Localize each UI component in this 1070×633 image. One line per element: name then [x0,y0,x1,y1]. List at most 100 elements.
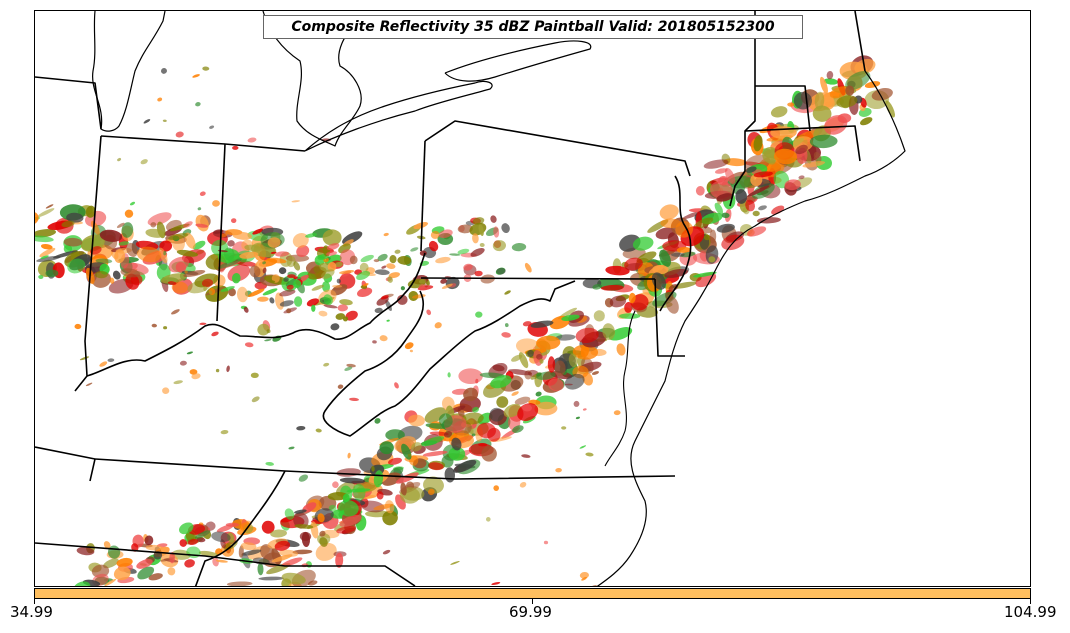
reflectivity-blob [163,250,167,256]
lake-ontario-shore [444,40,592,82]
reflectivity-blob [336,468,361,477]
reflectivity-blob [735,189,748,204]
reflectivity-blob [535,391,542,397]
reflectivity-blob [504,290,511,295]
reflectivity-blob [238,545,244,558]
reflectivity-blob [283,277,289,282]
reflectivity-blob [389,255,397,264]
reflectivity-blob [530,320,554,328]
border-new-york-east [729,11,756,207]
reflectivity-blob [104,578,117,586]
reflectivity-blob [199,191,206,196]
reflectivity-blob [475,378,479,384]
border-ohio-michigan [35,76,102,130]
reflectivity-blob [305,233,318,238]
reflectivity-blob [845,71,871,90]
reflectivity-blob [131,543,139,552]
reflectivity-blob [501,332,511,338]
reflectivity-blob [269,280,276,283]
reflectivity-blob [218,249,240,263]
reflectivity-blob [472,233,479,244]
reflectivity-blob [347,452,351,459]
reflectivity-blob [116,557,133,568]
reflectivity-blob [360,254,374,263]
reflectivity-blob [519,482,527,488]
state-borders [35,11,906,586]
reflectivity-blob [339,514,362,527]
reflectivity-blob [475,311,483,318]
reflectivity-blob [240,542,257,551]
reflectivity-blob [871,88,893,101]
reflectivity-blob [236,286,249,303]
reflectivity-blob [126,242,138,257]
reflectivity-blob [372,340,377,344]
reflectivity-blob [150,222,157,228]
reflectivity-blob [349,397,359,402]
border-new-jersey [659,175,692,312]
reflectivity-blob [247,137,257,143]
reflectivity-blob [575,327,599,344]
reflectivity-blob [136,246,162,263]
reflectivity-blob [394,382,399,389]
reflectivity-blob [397,294,408,305]
reflectivity-blob [561,314,580,322]
reflectivity-blob [440,278,447,284]
reflectivity-blob [337,304,348,312]
reflectivity-blob [379,441,394,455]
reflectivity-blob [228,288,236,297]
reflectivity-blob [339,270,355,274]
reflectivity-blob [457,224,473,234]
ohio-river [86,252,426,377]
reflectivity-blob [319,530,326,537]
border-indiana-ohio [216,143,226,322]
reflectivity-blob [746,226,767,237]
reflectivity-blob [125,273,140,290]
reflectivity-blob [76,547,95,556]
reflectivity-blob [140,159,148,165]
reflectivity-blob [356,270,371,281]
reflectivity-blob [272,335,282,342]
reflectivity-blob [478,224,484,236]
reflectivity-blob [428,240,439,252]
reflectivity-blob [293,279,302,288]
reflectivity-blob [382,510,398,526]
reflectivity-blob [381,265,387,269]
reflectivity-blob [724,167,736,184]
reflectivity-blob [120,268,141,278]
reflectivity-blob [491,581,501,586]
reflectivity-blob [63,244,73,254]
reflectivity-blob [394,436,417,452]
reflectivity-blob [524,262,532,273]
reflectivity-blob [151,323,157,328]
reflectivity-blob [660,218,681,229]
reflectivity-blob [671,252,685,257]
reflectivity-blob [168,233,188,241]
reflectivity-blob [590,585,597,586]
reflectivity-blob [652,264,669,275]
reflectivity-blob [37,208,55,218]
reflectivity-blob [448,446,466,461]
reflectivity-blob [294,524,314,529]
reflectivity-blob [380,295,389,300]
reflectivity-blob [167,567,176,576]
reflectivity-blob [659,249,671,267]
border-virginia-south [94,458,676,480]
reflectivity-blob [286,308,292,314]
reflectivity-blob [35,211,39,225]
reflectivity-blob [522,404,532,412]
reflectivity-blob [591,371,600,375]
reflectivity-blob [63,237,83,247]
reflectivity-blob [113,566,131,581]
reflectivity-blob [265,461,274,466]
atlantic-coast [596,70,906,586]
reflectivity-blob [231,273,241,284]
reflectivity-blob [95,258,113,264]
reflectivity-blob [493,226,500,238]
reflectivity-blob [716,223,735,233]
reflectivity-blob [503,403,522,418]
border-pennsylvania-south [420,277,656,280]
reflectivity-blob [423,476,444,494]
reflectivity-blob [703,159,729,169]
reflectivity-blob [554,360,566,377]
reflectivity-blob [74,323,82,330]
